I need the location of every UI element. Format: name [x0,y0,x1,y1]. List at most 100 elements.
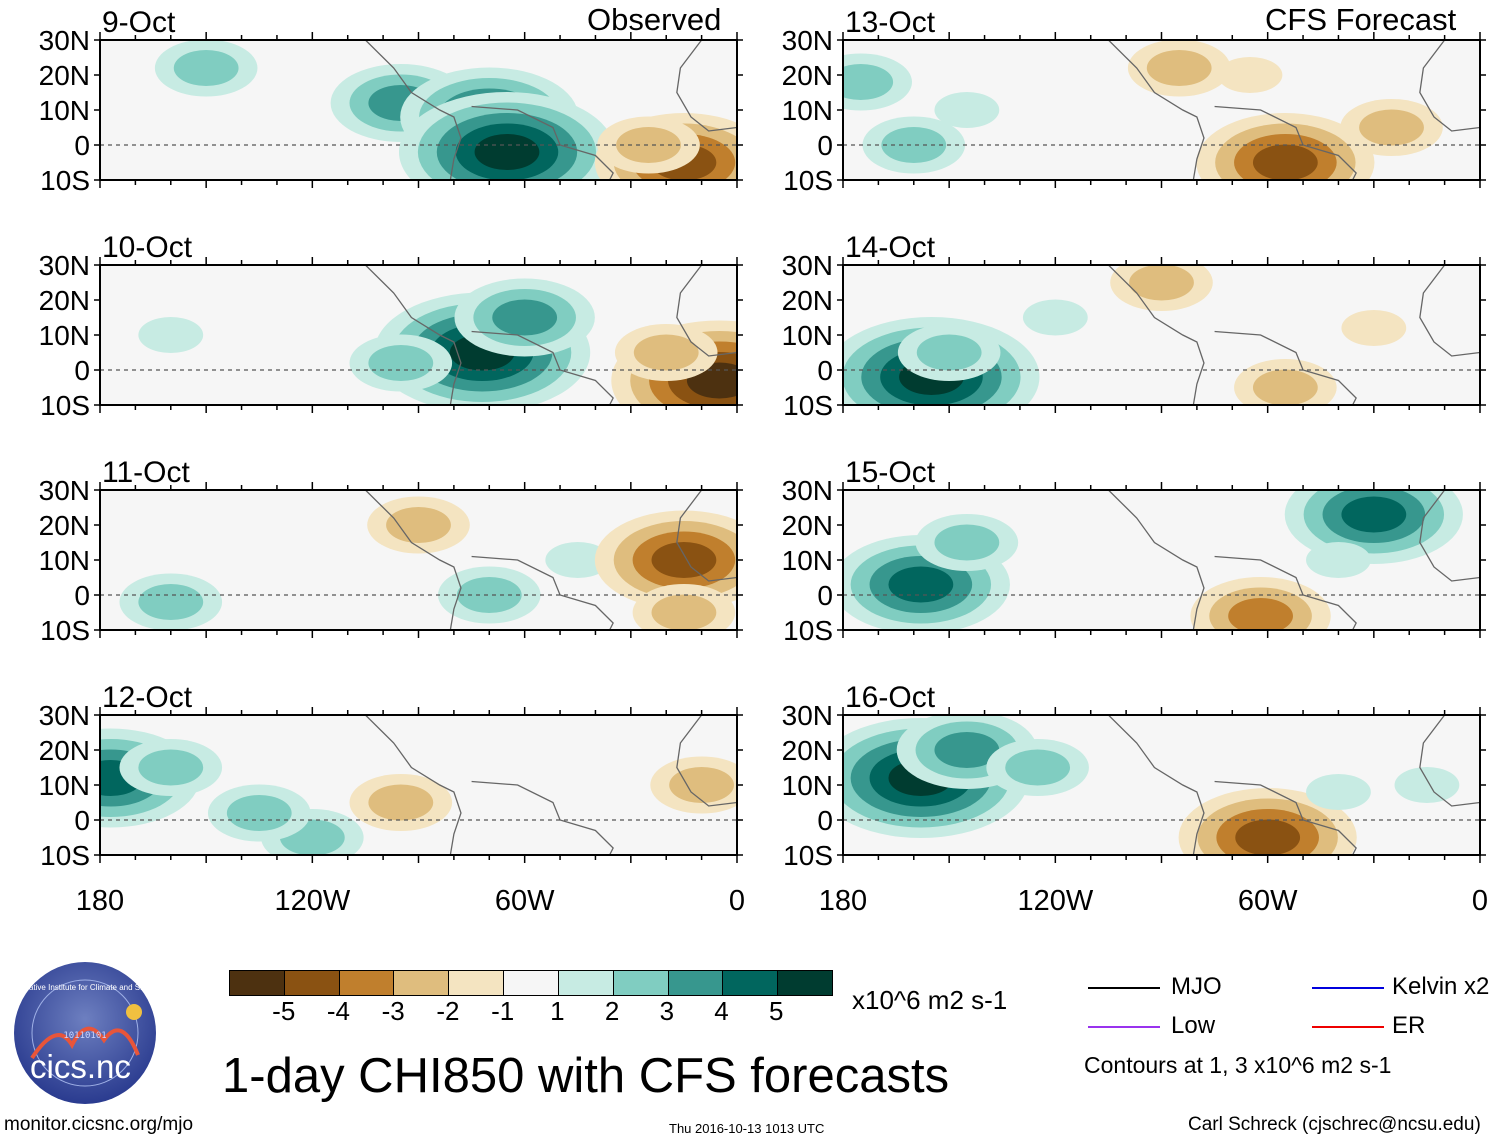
anomaly-blob [1217,57,1283,93]
x-tick-label: 120W [274,885,350,917]
y-tick-label: 10N [782,545,833,576]
y-tick-label: 20N [782,735,833,766]
x-tick-label: 60W [1238,885,1298,917]
colorbar-swatch [503,971,558,995]
svg-text:10110101: 10110101 [63,1031,106,1041]
y-tick-label: 10S [783,390,833,421]
colorbar-swatch [338,971,394,995]
colorbar-swatch [283,971,339,995]
anomaly-blob [492,299,558,336]
footer-url[interactable]: monitor.cicsnc.org/mjo [4,1114,194,1135]
anomaly-blob [386,507,451,543]
anomaly-blob [138,584,204,620]
panel-14-Oct [837,257,1486,413]
y-tick-label: 20N [39,510,90,541]
panel-date-label: 16-Oct [845,681,936,714]
anomaly-blob [368,784,434,821]
colorbar-tick-label: -3 [381,996,405,1026]
coastline-africa [1419,715,1480,807]
y-tick-label: 10S [40,615,90,646]
svg-text:Cooperative Institute for Clim: Cooperative Institute for Climate and Sa… [12,983,158,992]
x-tick-label: 0 [1472,885,1488,917]
y-tick-label: 0 [74,805,90,836]
coastline-africa [1419,265,1480,357]
anomaly-blob [916,334,982,371]
colorbar [229,970,833,996]
legend-kelvin-label: Kelvin x2 [1392,973,1490,1000]
anomaly-blob [456,577,522,613]
y-tick-label: 0 [817,805,833,836]
colorbar-tick-label: -5 [272,996,296,1026]
anomaly-blob [651,542,717,578]
coastline-americas [1107,265,1205,405]
footer-timestamp: Thu 2016-10-13 1013 UTC [669,1121,825,1136]
colorbar-swatch [667,971,723,995]
anomaly-blob [1306,542,1371,578]
y-tick-label: 30N [782,475,833,506]
anomaly-blob [1252,369,1318,405]
coastline-americas [364,715,462,855]
y-tick-label: 20N [39,735,90,766]
chart-title: 1-day CHI850 with CFS forecasts [222,1049,950,1103]
anomaly-blob [1252,144,1318,180]
y-tick-label: 30N [39,250,90,281]
x-tick-label: 180 [76,885,124,917]
anomaly-blob [1129,265,1194,301]
y-tick-label: 0 [74,580,90,611]
anomaly-blob [934,524,1000,561]
y-tick-label: 30N [39,25,90,56]
anomaly-blob [1341,310,1407,346]
legend-low-line [1088,1026,1160,1028]
x-tick-label: 60W [495,885,555,917]
panel-9-Oct [94,32,743,188]
legend-mjo-label: MJO [1171,973,1222,1000]
y-tick-label: 10N [39,95,90,126]
x-tick-label: 120W [1017,885,1093,917]
column-header-cfs-forecast: CFS Forecast [1265,2,1457,37]
y-tick-label: 20N [39,60,90,91]
anomaly-blob [843,64,894,100]
y-tick-label: 30N [782,25,833,56]
y-tick-label: 10N [782,95,833,126]
anomaly-blob [1306,774,1371,810]
coastline-americas [1107,715,1205,855]
coastline-south-america [471,780,614,855]
colorbar-tick-label: 4 [714,996,729,1026]
anomaly-blob [1341,496,1407,533]
panel-15-Oct [837,482,1486,638]
coastline-americas [1107,40,1205,180]
anomaly-blob [173,50,239,86]
legend-mjo-line [1088,987,1160,989]
logo-wordmark: cics.nc [30,1048,131,1085]
coastline-americas [364,40,462,180]
x-tick-label: 0 [729,885,745,917]
x-tick-label: 180 [819,885,867,917]
anomaly-blob [888,566,954,603]
y-tick-label: 10N [39,770,90,801]
panel-date-label: 14-Oct [845,231,936,264]
y-tick-label: 10S [783,840,833,871]
coastline-africa [676,265,737,357]
y-tick-label: 10S [40,390,90,421]
coastline-south-america [1214,105,1357,180]
panel-10-Oct [94,257,743,413]
anomaly-blob [1022,299,1088,336]
coastline-south-america [471,555,614,630]
panel-11-Oct [94,482,743,638]
anomaly-blob [1005,749,1071,786]
colorbar-tick-label: 3 [659,996,675,1026]
colorbar-swatch [612,971,668,995]
colorbar-swatch [722,971,778,995]
anomaly-blob [138,749,204,786]
colorbar-tick-label: -2 [436,996,460,1026]
panel-date-label: 10-Oct [102,231,193,264]
coastline-africa [676,715,737,807]
y-tick-label: 30N [39,475,90,506]
colorbar-tick-label: 2 [604,996,620,1026]
anomaly-blob [633,334,699,371]
coastline-south-america [1214,555,1357,630]
y-tick-label: 0 [817,130,833,161]
legend-er-label: ER [1392,1012,1426,1039]
colorbar-swatch [557,971,613,995]
anomaly-blob [1394,767,1460,803]
